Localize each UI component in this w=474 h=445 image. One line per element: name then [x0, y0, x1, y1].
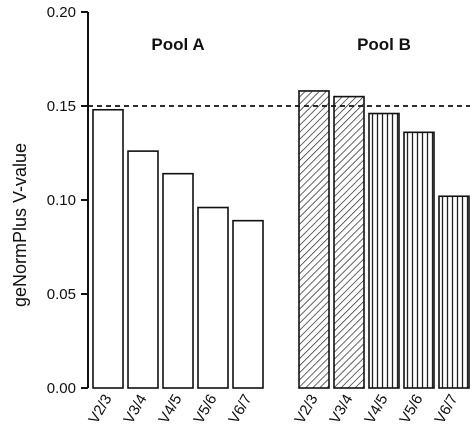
x-tick-label: V6/7: [225, 392, 255, 427]
bar-pool-b-6: [438, 195, 470, 389]
bar-pool-a-5: [197, 206, 229, 389]
group-titles: Pool A Pool B: [151, 35, 411, 54]
bars: [92, 90, 470, 389]
x-tick-label: V6/7: [431, 392, 461, 427]
x-tick-label: V4/5: [361, 392, 391, 427]
bar-pool-b-4: [368, 112, 400, 389]
bar-pool-a-6: [232, 219, 264, 389]
x-tick-label: V2/3: [291, 392, 321, 427]
y-tick-label: 0.05: [47, 286, 76, 303]
y-tick-label: 0.00: [47, 380, 76, 397]
y-axis-title: geNormPlus V-value: [10, 143, 30, 307]
bar-pool-a-3: [127, 150, 159, 389]
y-tick-label: 0.15: [47, 98, 76, 115]
bar-pool-a-4: [162, 172, 194, 389]
x-tick-label: V5/6: [190, 392, 220, 427]
x-tick-label: V3/4: [120, 392, 150, 427]
x-tick-label: V5/6: [396, 392, 426, 427]
x-axis-labels: V2/3 V3/4 V4/5 V5/6 V6/7 V2/3 V3/4 V4/5 V5/6 V6/7: [85, 392, 461, 427]
group-title-pool-b: Pool B: [357, 35, 411, 54]
bar-pool-a-2: [92, 108, 124, 389]
y-tick-label: 0.10: [47, 192, 76, 209]
x-tick-label: V2/3: [85, 392, 115, 427]
y-tick-label: 0.20: [47, 4, 76, 21]
bar-pool-b-5: [403, 131, 435, 389]
y-axis: 0.00 0.05 0.10 0.15 0.20: [47, 4, 89, 397]
bar-pool-b-2: [298, 90, 330, 389]
group-title-pool-a: Pool A: [151, 35, 204, 54]
x-tick-label: V4/5: [155, 392, 185, 427]
bar-pool-b-3: [333, 95, 365, 389]
x-tick-label: V3/4: [326, 392, 356, 427]
